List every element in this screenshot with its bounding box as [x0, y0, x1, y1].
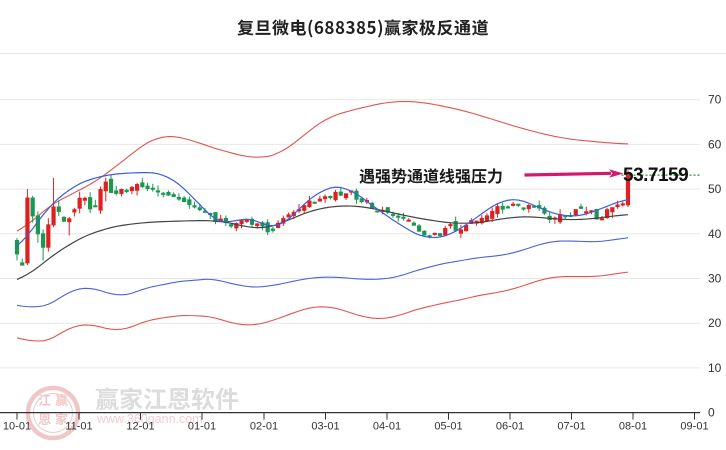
svg-text:07-01: 07-01 [557, 421, 585, 433]
svg-text:40: 40 [708, 227, 722, 241]
svg-text:11-01: 11-01 [65, 421, 92, 433]
svg-text:10-01: 10-01 [3, 421, 31, 433]
svg-text:03-01: 03-01 [311, 421, 339, 433]
svg-text:05-01: 05-01 [434, 421, 462, 433]
svg-text:0: 0 [708, 406, 715, 420]
svg-text:04-01: 04-01 [373, 421, 401, 433]
svg-text:赢家江恩软件: 赢家江恩软件 [95, 380, 239, 415]
svg-text:赢: 赢 [55, 390, 68, 409]
svg-text:50: 50 [708, 182, 722, 196]
svg-text:20: 20 [708, 316, 722, 330]
svg-text:70: 70 [708, 93, 722, 107]
svg-text:02-01: 02-01 [250, 421, 278, 433]
svg-text:江: 江 [38, 390, 51, 409]
svg-text:06-01: 06-01 [496, 421, 524, 433]
svg-text:30: 30 [708, 272, 722, 286]
svg-text:53.7159: 53.7159 [623, 165, 688, 186]
svg-text:08-01: 08-01 [619, 421, 647, 433]
svg-text:09-01: 09-01 [680, 421, 708, 433]
svg-text:60: 60 [708, 137, 722, 151]
svg-text:10: 10 [708, 361, 722, 375]
svg-text:01-01: 01-01 [188, 421, 216, 433]
svg-text:遇强势通道线强压力: 遇强势通道线强压力 [359, 163, 503, 187]
svg-text:恩: 恩 [38, 409, 51, 428]
svg-text:12-01: 12-01 [126, 421, 154, 433]
